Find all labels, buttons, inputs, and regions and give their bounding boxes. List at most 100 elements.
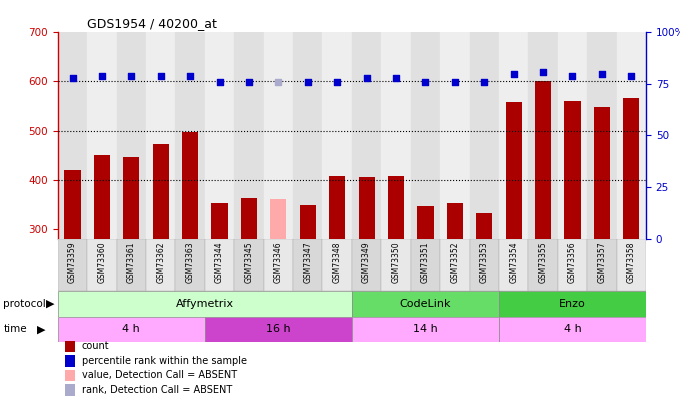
- Text: GSM73345: GSM73345: [245, 241, 254, 283]
- Bar: [175, 239, 205, 291]
- Bar: [499, 291, 646, 317]
- Bar: [146, 239, 175, 291]
- Text: Affymetrix: Affymetrix: [176, 299, 234, 309]
- Bar: [535, 81, 551, 239]
- Text: GSM73350: GSM73350: [392, 241, 401, 283]
- Text: GSM73353: GSM73353: [480, 241, 489, 283]
- Point: [390, 75, 401, 81]
- Text: time: time: [3, 324, 27, 335]
- Bar: [558, 32, 588, 239]
- Bar: [617, 32, 646, 239]
- Text: GSM73356: GSM73356: [568, 241, 577, 283]
- Bar: [123, 157, 139, 239]
- Text: 16 h: 16 h: [266, 324, 290, 335]
- Text: GSM73352: GSM73352: [450, 241, 459, 283]
- Text: GSM73359: GSM73359: [68, 241, 77, 283]
- Bar: [87, 239, 117, 291]
- Text: GSM73361: GSM73361: [127, 241, 136, 283]
- Text: GSM73357: GSM73357: [598, 241, 607, 283]
- Text: GSM73360: GSM73360: [97, 241, 106, 283]
- Point: [303, 79, 313, 85]
- Bar: [293, 239, 322, 291]
- Bar: [558, 239, 588, 291]
- Bar: [440, 32, 470, 239]
- Point: [126, 72, 137, 79]
- Point: [97, 72, 107, 79]
- Text: Enzo: Enzo: [559, 299, 586, 309]
- Point: [214, 79, 225, 85]
- Bar: [205, 239, 234, 291]
- Text: percentile rank within the sample: percentile rank within the sample: [82, 356, 247, 366]
- Bar: [211, 203, 228, 239]
- Text: GSM73349: GSM73349: [362, 241, 371, 283]
- Bar: [469, 239, 499, 291]
- Bar: [411, 239, 440, 291]
- Text: CodeLink: CodeLink: [400, 299, 451, 309]
- Bar: [235, 32, 264, 239]
- Text: 14 h: 14 h: [413, 324, 438, 335]
- Bar: [117, 32, 146, 239]
- Point: [332, 79, 343, 85]
- Text: ▶: ▶: [37, 324, 45, 335]
- Text: GSM73344: GSM73344: [215, 241, 224, 283]
- Text: GSM73354: GSM73354: [509, 241, 518, 283]
- Bar: [235, 239, 264, 291]
- Bar: [58, 239, 87, 291]
- Bar: [241, 198, 257, 239]
- Bar: [476, 213, 492, 239]
- Text: 4 h: 4 h: [122, 324, 140, 335]
- Bar: [322, 239, 352, 291]
- Bar: [469, 32, 499, 239]
- Bar: [293, 32, 322, 239]
- Bar: [528, 32, 558, 239]
- Point: [538, 68, 549, 75]
- Text: GSM73362: GSM73362: [156, 241, 165, 283]
- Text: count: count: [82, 341, 109, 351]
- Text: GDS1954 / 40200_at: GDS1954 / 40200_at: [87, 17, 217, 30]
- Text: GSM73355: GSM73355: [539, 241, 547, 283]
- Point: [626, 72, 636, 79]
- Bar: [182, 132, 199, 239]
- Bar: [499, 32, 528, 239]
- Bar: [358, 177, 375, 239]
- Bar: [617, 239, 646, 291]
- Text: GSM73348: GSM73348: [333, 241, 341, 283]
- Bar: [418, 206, 434, 239]
- Bar: [264, 239, 293, 291]
- Point: [420, 79, 431, 85]
- Bar: [117, 239, 146, 291]
- Bar: [447, 203, 463, 239]
- Bar: [440, 239, 470, 291]
- Point: [185, 72, 196, 79]
- Bar: [329, 176, 345, 239]
- Point: [596, 70, 607, 77]
- Bar: [146, 32, 175, 239]
- Bar: [564, 101, 581, 239]
- Bar: [270, 199, 286, 239]
- Bar: [588, 239, 617, 291]
- Bar: [300, 205, 316, 239]
- Bar: [65, 170, 81, 239]
- Bar: [352, 239, 381, 291]
- Text: ▶: ▶: [46, 299, 54, 309]
- Bar: [352, 317, 499, 342]
- Point: [361, 75, 372, 81]
- Point: [508, 70, 519, 77]
- Bar: [58, 32, 87, 239]
- Point: [567, 72, 578, 79]
- Bar: [381, 239, 411, 291]
- Text: GSM73346: GSM73346: [274, 241, 283, 283]
- Text: GSM73347: GSM73347: [303, 241, 312, 283]
- Bar: [505, 102, 522, 239]
- Text: GSM73363: GSM73363: [186, 241, 194, 283]
- Bar: [594, 107, 610, 239]
- Text: protocol: protocol: [3, 299, 46, 309]
- Bar: [58, 317, 205, 342]
- Bar: [528, 239, 558, 291]
- Bar: [381, 32, 411, 239]
- Bar: [87, 32, 117, 239]
- Bar: [322, 32, 352, 239]
- Point: [273, 79, 284, 85]
- Text: GSM73358: GSM73358: [627, 241, 636, 283]
- Bar: [152, 144, 169, 239]
